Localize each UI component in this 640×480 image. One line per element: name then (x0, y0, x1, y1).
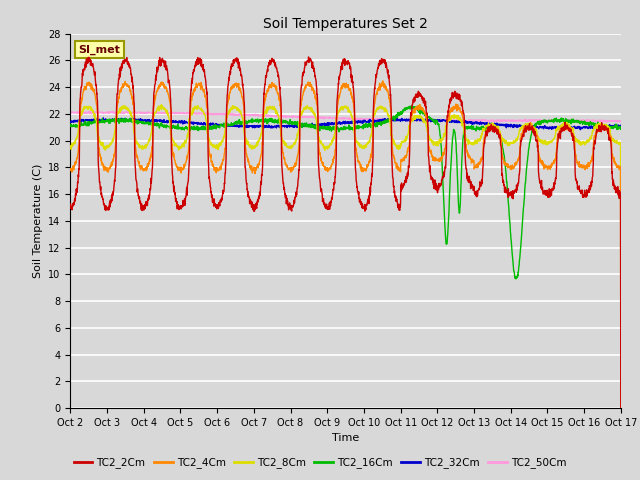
X-axis label: Time: Time (332, 433, 359, 443)
Y-axis label: Soil Temperature (C): Soil Temperature (C) (33, 164, 43, 278)
Legend: TC2_2Cm, TC2_4Cm, TC2_8Cm, TC2_16Cm, TC2_32Cm, TC2_50Cm: TC2_2Cm, TC2_4Cm, TC2_8Cm, TC2_16Cm, TC2… (69, 453, 571, 472)
Text: SI_met: SI_met (79, 45, 120, 55)
Title: Soil Temperatures Set 2: Soil Temperatures Set 2 (263, 17, 428, 31)
